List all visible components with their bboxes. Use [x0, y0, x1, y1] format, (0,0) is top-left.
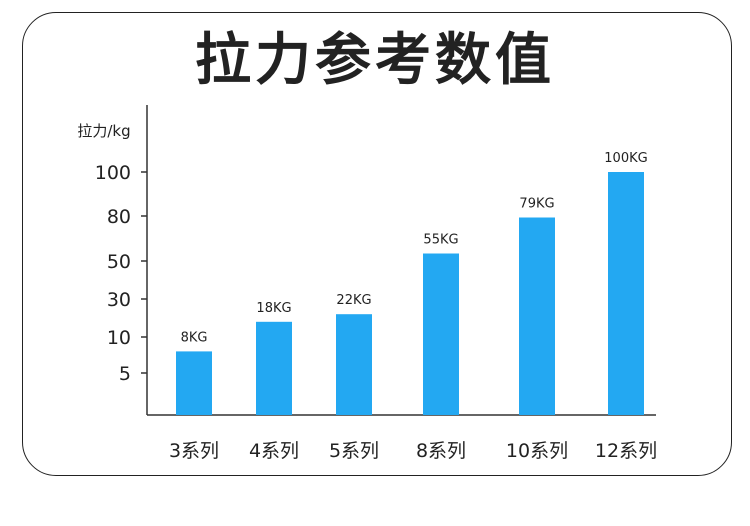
- x-tick-label: 10系列: [506, 440, 568, 462]
- data-label: 55KG: [423, 233, 458, 248]
- y-tick-label: 30: [107, 289, 131, 311]
- y-axis-label: 拉力/kg: [77, 122, 130, 140]
- x-axis-group: 3系列 4系列 5系列 8系列 10系列 12系列: [147, 414, 657, 462]
- data-labels-group: 8KG 18KG 22KG 55KG 79KG 100KG: [181, 151, 648, 345]
- data-label: 8KG: [181, 330, 208, 345]
- x-tick-label: 12系列: [595, 440, 657, 462]
- data-label: 79KG: [519, 197, 554, 212]
- x-tick-label: 8系列: [416, 440, 466, 462]
- data-label: 22KG: [336, 293, 371, 308]
- bar: [176, 351, 212, 415]
- y-tick-label: 50: [107, 251, 131, 273]
- bar: [423, 253, 459, 415]
- bar: [336, 314, 372, 415]
- x-tick-label: 4系列: [249, 440, 299, 462]
- data-label: 18KG: [256, 301, 291, 316]
- bar: [519, 217, 555, 415]
- bar: [256, 321, 292, 415]
- bar: [608, 172, 644, 415]
- bars-group: [176, 172, 644, 415]
- x-tick-label: 3系列: [169, 440, 219, 462]
- y-tick-label: 10: [107, 327, 131, 349]
- y-tick-label: 80: [107, 206, 131, 228]
- y-axis-group: 5 10 30 50 80 100: [95, 105, 148, 415]
- data-label: 100KG: [604, 151, 647, 166]
- x-tick-label: 5系列: [329, 440, 379, 462]
- y-tick-label: 100: [95, 162, 131, 184]
- page-title: 拉力参考数值: [195, 28, 555, 93]
- y-tick-label: 5: [119, 363, 131, 385]
